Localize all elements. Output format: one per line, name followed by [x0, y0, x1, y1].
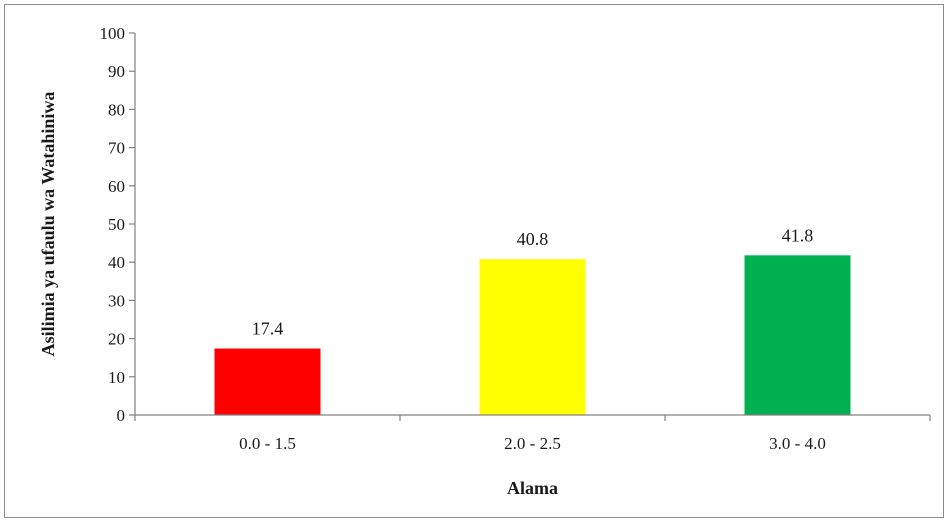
- y-tick-label: 50: [108, 215, 125, 234]
- y-axis-ticks: 0 10 20 30 40 50 60 70 80 90 100: [100, 24, 135, 425]
- bar-2: [479, 259, 586, 415]
- y-tick-label: 70: [108, 139, 125, 158]
- y-tick-label: 80: [108, 100, 125, 119]
- bar-1: [214, 348, 321, 415]
- y-tick-label: 0: [117, 406, 126, 425]
- x-axis-ticks: 0.0 - 1.5 2.0 - 2.5 3.0 - 4.0: [134, 415, 931, 453]
- y-tick-label: 40: [108, 253, 125, 272]
- bar-3: [744, 255, 851, 415]
- y-tick-label: 100: [100, 24, 126, 43]
- y-tick-label: 60: [108, 177, 125, 196]
- x-category-label-1: 0.0 - 1.5: [239, 434, 296, 453]
- y-tick-label: 10: [108, 368, 125, 387]
- bars: 17.4 40.8 41.8: [214, 225, 851, 415]
- y-tick-label: 30: [108, 291, 125, 310]
- y-axis-title: Asilimia ya ufaulu wa Watahiniwa: [38, 92, 58, 357]
- x-category-label-2: 2.0 - 2.5: [504, 434, 561, 453]
- x-category-label-3: 3.0 - 4.0: [769, 434, 826, 453]
- y-tick-label: 90: [108, 62, 125, 81]
- data-label-1: 17.4: [252, 319, 284, 339]
- x-axis-title: Alama: [507, 478, 558, 498]
- data-label-3: 41.8: [782, 225, 814, 245]
- data-label-2: 40.8: [517, 229, 549, 249]
- y-tick-label: 20: [108, 330, 125, 349]
